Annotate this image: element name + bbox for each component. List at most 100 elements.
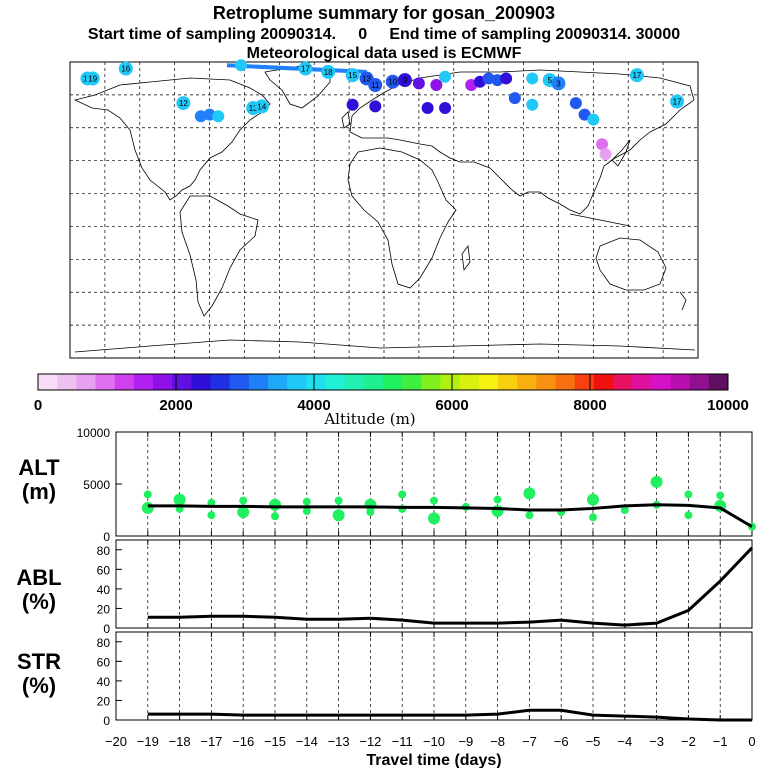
plume-marker [439,102,452,115]
colorbar-tick-label: 0 [34,397,42,414]
alt-scatter-point [684,490,693,499]
panel-y-tick-label: 60 [97,655,111,669]
colorbar-swatch [229,374,250,390]
abl-label-line2: (%) [21,589,57,614]
colorbar-swatch [708,374,729,390]
alt-scatter-point [428,512,440,525]
alt-scatter-point [237,506,250,519]
colorbar-swatch [76,374,96,390]
plume-marker [176,96,191,111]
chart-title: Retroplume summary for gosan_200903 [212,3,556,23]
plume-marker-label: 15 [348,71,357,80]
alt-scatter-point [302,507,311,516]
colorbar-swatch [114,374,135,390]
plume-markers: 1612131419191718151311109531717 [80,59,685,161]
alt-scatter-point [716,491,725,500]
plume-marker-label: 19 [88,74,97,83]
alt-scatter-point [684,511,693,520]
str-line [147,708,752,722]
panel-y-tick-label: 80 [97,544,111,558]
plume-marker [670,94,685,109]
alt-scatter-point [523,487,536,500]
plume-marker [526,72,539,85]
alt-scatter-point [141,501,154,514]
alt-scatter-point [334,496,343,505]
colorbar-swatch [38,374,58,390]
x-tick-label: −19 [137,734,159,749]
alt-scatter-point [430,496,438,505]
alt-scatter-point [493,495,502,504]
plume-marker [421,102,434,115]
x-tick-label: −6 [554,734,569,749]
sampling-time-line: Start time of sampling 20090314. 0 End t… [87,26,681,43]
met-data-line: Meteorological data used is ECMWF [246,45,522,62]
x-tick-label: −5 [586,734,601,749]
colorbar-swatch [517,374,537,390]
plume-marker-label: 3 [556,79,561,88]
alt-scatter-point [620,506,629,514]
alt-scatter-point [332,509,345,522]
panel-y-tick-label: 0 [103,622,110,636]
plume-marker [569,97,582,110]
plume-marker-label: 10 [388,78,397,87]
alt-label-line1: ALT [18,455,60,480]
plume-marker [629,68,644,83]
x-tick-label: 0 [748,734,755,749]
colorbar-swatch [248,374,269,390]
alt-scatter-point [173,493,186,506]
alt-scatter-point [271,512,279,521]
colorbar-swatch [459,374,480,390]
alt-scatter-point [589,513,597,522]
plume-marker [345,68,360,83]
plume-marker [254,99,269,114]
x-tick-label: −8 [490,734,505,749]
alt-scatter-point [398,490,407,499]
alt-scatter-point [491,505,504,518]
x-tick-label: −13 [328,734,350,749]
colorbar-swatch [344,374,365,390]
str-label-line2: (%) [21,673,57,698]
plume-marker [369,100,382,113]
plume-marker [85,71,100,86]
colorbar-swatch [287,374,307,390]
colorbar-swatch [670,374,690,390]
plume-marker [551,76,566,91]
alt-mean-line [147,503,753,528]
x-tick-label: −18 [169,734,191,749]
str-label-line1: STR [17,649,61,674]
colorbar-tick-label: 10000 [707,397,749,414]
plume-marker [412,77,425,90]
colorbar-swatch [574,374,595,390]
panel-y-tick-label: 40 [97,583,111,597]
plume-marker-label: 14 [257,102,266,111]
x-tick-label: −17 [200,734,222,749]
colorbar-swatch [498,374,518,390]
colorbar-swatch [95,374,115,390]
x-tick-label: −10 [423,734,445,749]
plume-marker-label: 13 [249,104,258,113]
plume-marker [439,70,452,83]
colorbar-swatch [153,374,173,390]
colorbar-swatch [191,374,211,390]
abl-line [147,546,754,627]
colorbar-swatch [536,374,556,390]
x-tick-label: −11 [392,734,413,749]
alt-label-line2: (m) [21,479,57,504]
alt-scatter-point [239,496,248,505]
panel-y-tick-label: 60 [97,563,111,577]
panel-y-tick-label: 10000 [77,426,111,440]
alt-scatter-point [207,511,216,520]
colorbar-swatch [210,374,230,390]
plume-marker [321,64,336,79]
x-tick-label: −2 [681,734,696,749]
plume-marker [385,74,400,89]
colorbar-swatch [632,374,652,390]
colorbar-swatch [440,374,460,390]
colorbar-swatch [402,374,422,390]
colorbar-swatch [268,374,288,390]
plume-track [226,63,367,74]
panel-y-tick-label: 20 [97,602,111,616]
altitude-colorbar: 0 2000 4000 6000 8000 10000 [34,373,749,414]
plume-marker-label: 17 [673,97,682,106]
